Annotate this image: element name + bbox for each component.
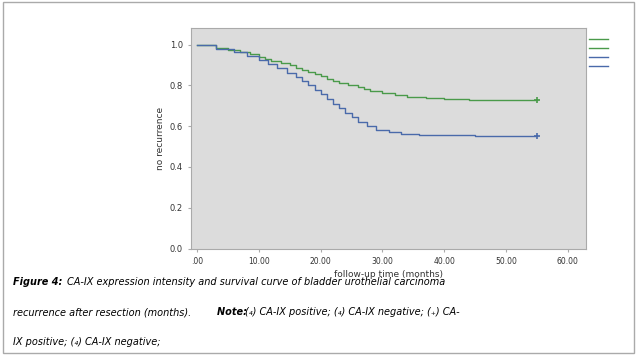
X-axis label: follow-up time (months): follow-up time (months) [334, 270, 443, 279]
Text: recurrence after resection (months).: recurrence after resection (months). [13, 307, 194, 317]
Text: Note:: Note: [217, 307, 250, 317]
Text: (₄) CA-IX positive; (₄) CA-IX negative; (₊) CA-: (₄) CA-IX positive; (₄) CA-IX negative; … [245, 307, 460, 317]
Text: CA-IX expression intensity and survival curve of bladder urothelial carcinoma: CA-IX expression intensity and survival … [67, 277, 445, 287]
Text: IX positive; (₄) CA-IX negative;: IX positive; (₄) CA-IX negative; [13, 337, 161, 347]
Text: Figure 4:: Figure 4: [13, 277, 66, 287]
Y-axis label: no recurrence: no recurrence [156, 107, 166, 170]
